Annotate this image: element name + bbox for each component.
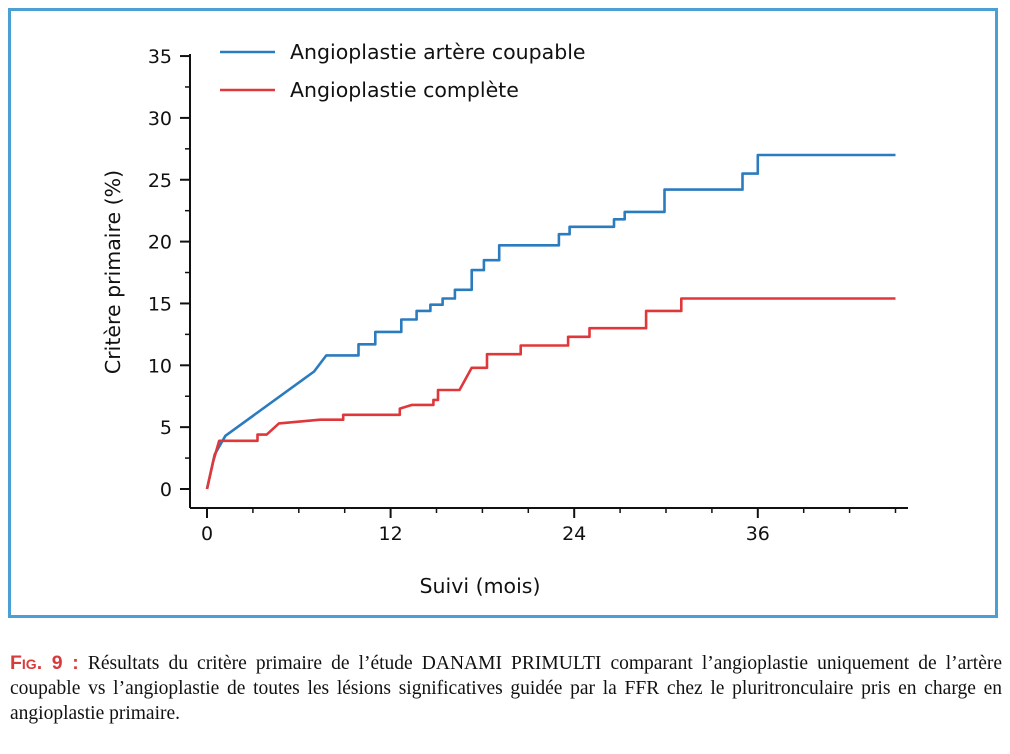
x-tick-label: 12 <box>379 523 403 545</box>
figure-frame <box>8 8 998 618</box>
series-line-2 <box>205 297 896 490</box>
caption-text: Résultats du critère primaire de l’étude… <box>10 653 1003 724</box>
series-line-1 <box>205 153 896 490</box>
y-tick-label: 0 <box>160 479 172 501</box>
y-tick-label: 5 <box>160 417 172 439</box>
y-tick-label: 30 <box>148 108 172 130</box>
figure-caption: Fig. 9 : Résultats du critère primaire d… <box>10 651 1002 726</box>
caption-label-prefix: F <box>10 652 22 674</box>
y-axis-label: Critère primaire (%) <box>101 170 125 374</box>
legend: Angioplastie artère coupable Angioplastie… <box>220 40 586 102</box>
y-tick-label: 25 <box>148 170 172 192</box>
y-tick-label: 20 <box>148 232 172 254</box>
caption-label-rest: ig. 9 : <box>21 652 79 674</box>
axes: 0 5 10 15 20 25 30 35 0 12 24 36 <box>148 46 908 545</box>
y-tick-label: 35 <box>148 46 172 68</box>
x-tick-label: 0 <box>201 523 213 545</box>
legend-label-1: Angioplastie artère coupable <box>290 40 586 64</box>
line-chart: 0 5 10 15 20 25 30 35 0 12 24 36 Angioplastie artèr… <box>101 40 908 598</box>
y-tick-label: 10 <box>148 355 172 377</box>
y-tick-label: 15 <box>148 293 172 315</box>
x-axis-label: Suivi (mois) <box>420 574 541 598</box>
series-lines <box>205 153 896 490</box>
caption-label: Fig. 9 : <box>10 652 79 674</box>
legend-label-2: Angioplastie complète <box>290 78 519 102</box>
x-tick-label: 24 <box>562 523 586 545</box>
x-tick-label: 36 <box>746 523 770 545</box>
